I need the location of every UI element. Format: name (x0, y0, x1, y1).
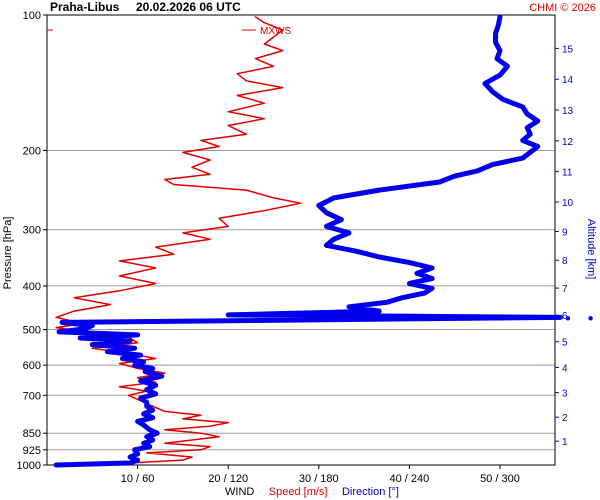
x-axis-label: WIND Speed [m/s] Direction [°] (225, 482, 399, 499)
station-title: Praha-Libus (50, 0, 120, 14)
direction-series-line (53, 14, 563, 468)
wind-label-10: 10 / 60 (121, 473, 155, 485)
pressure-axis-label: Pressure [hPa] (2, 217, 14, 290)
wind-label-50: 50 / 300 (480, 473, 520, 485)
altitude-label-13: 13 (562, 106, 574, 117)
max-wind-marker: MXWS (47, 26, 291, 37)
plot-frame (46, 14, 556, 466)
pressure-label-925: 925 (23, 445, 41, 457)
pressure-label-100: 100 (23, 10, 41, 22)
x-axis-label-speed: Speed [m/s] (269, 486, 328, 498)
altitude-axis-label: Altitude [km] (585, 219, 597, 280)
altitude-label-10: 10 (562, 198, 574, 209)
altitude-label-2: 2 (562, 413, 568, 424)
max-wind-label: MXWS (260, 26, 291, 37)
speed-series-line (55, 16, 302, 466)
altitude-label-15: 15 (562, 44, 574, 55)
x-axis-label-direction: Direction [°] (342, 486, 399, 498)
series-layer (53, 14, 593, 468)
altitude-label-3: 3 (562, 389, 568, 400)
altitude-label-7: 7 (562, 284, 568, 295)
wind-tick-labels: 10 / 60 20 / 120 30 / 180 40 / 240 50 / 300 (121, 465, 520, 485)
pressure-label-600: 600 (23, 360, 41, 372)
altitude-label-9: 9 (562, 228, 568, 239)
pressure-label-1000: 1000 (17, 460, 41, 472)
altitude-label-6: 6 (562, 311, 568, 322)
altitude-label-12: 12 (562, 137, 574, 148)
direction-point-0 (565, 316, 571, 321)
altitude-label-1: 1 (562, 437, 568, 448)
altitude-label-14: 14 (562, 75, 574, 86)
altitude-label-5: 5 (562, 338, 568, 349)
pressure-label-200: 200 (23, 145, 41, 157)
pressure-label-400: 400 (23, 281, 41, 293)
pressure-label-300: 300 (23, 225, 41, 237)
wind-label-20: 20 / 120 (208, 473, 248, 485)
altitude-label-4: 4 (562, 363, 568, 374)
x-axis-label-wind: WIND (225, 486, 254, 498)
pressure-label-700: 700 (23, 390, 41, 402)
altitude-label-8: 8 (562, 256, 568, 267)
wind-label-40: 40 / 240 (390, 473, 430, 485)
pressure-label-850: 850 (23, 428, 41, 440)
altitude-label-11: 11 (562, 168, 573, 179)
direction-point-1 (588, 316, 593, 321)
wind-label-30: 30 / 180 (299, 473, 339, 485)
datetime-title: 20.02.2026 06 UTC (136, 0, 241, 14)
pressure-label-500: 500 (23, 325, 41, 337)
pressure-tick-labels: 100 200 300 400 500 600 700 850 925 1000 (17, 10, 47, 472)
credit-label: CHMI © 2026 (529, 2, 596, 14)
